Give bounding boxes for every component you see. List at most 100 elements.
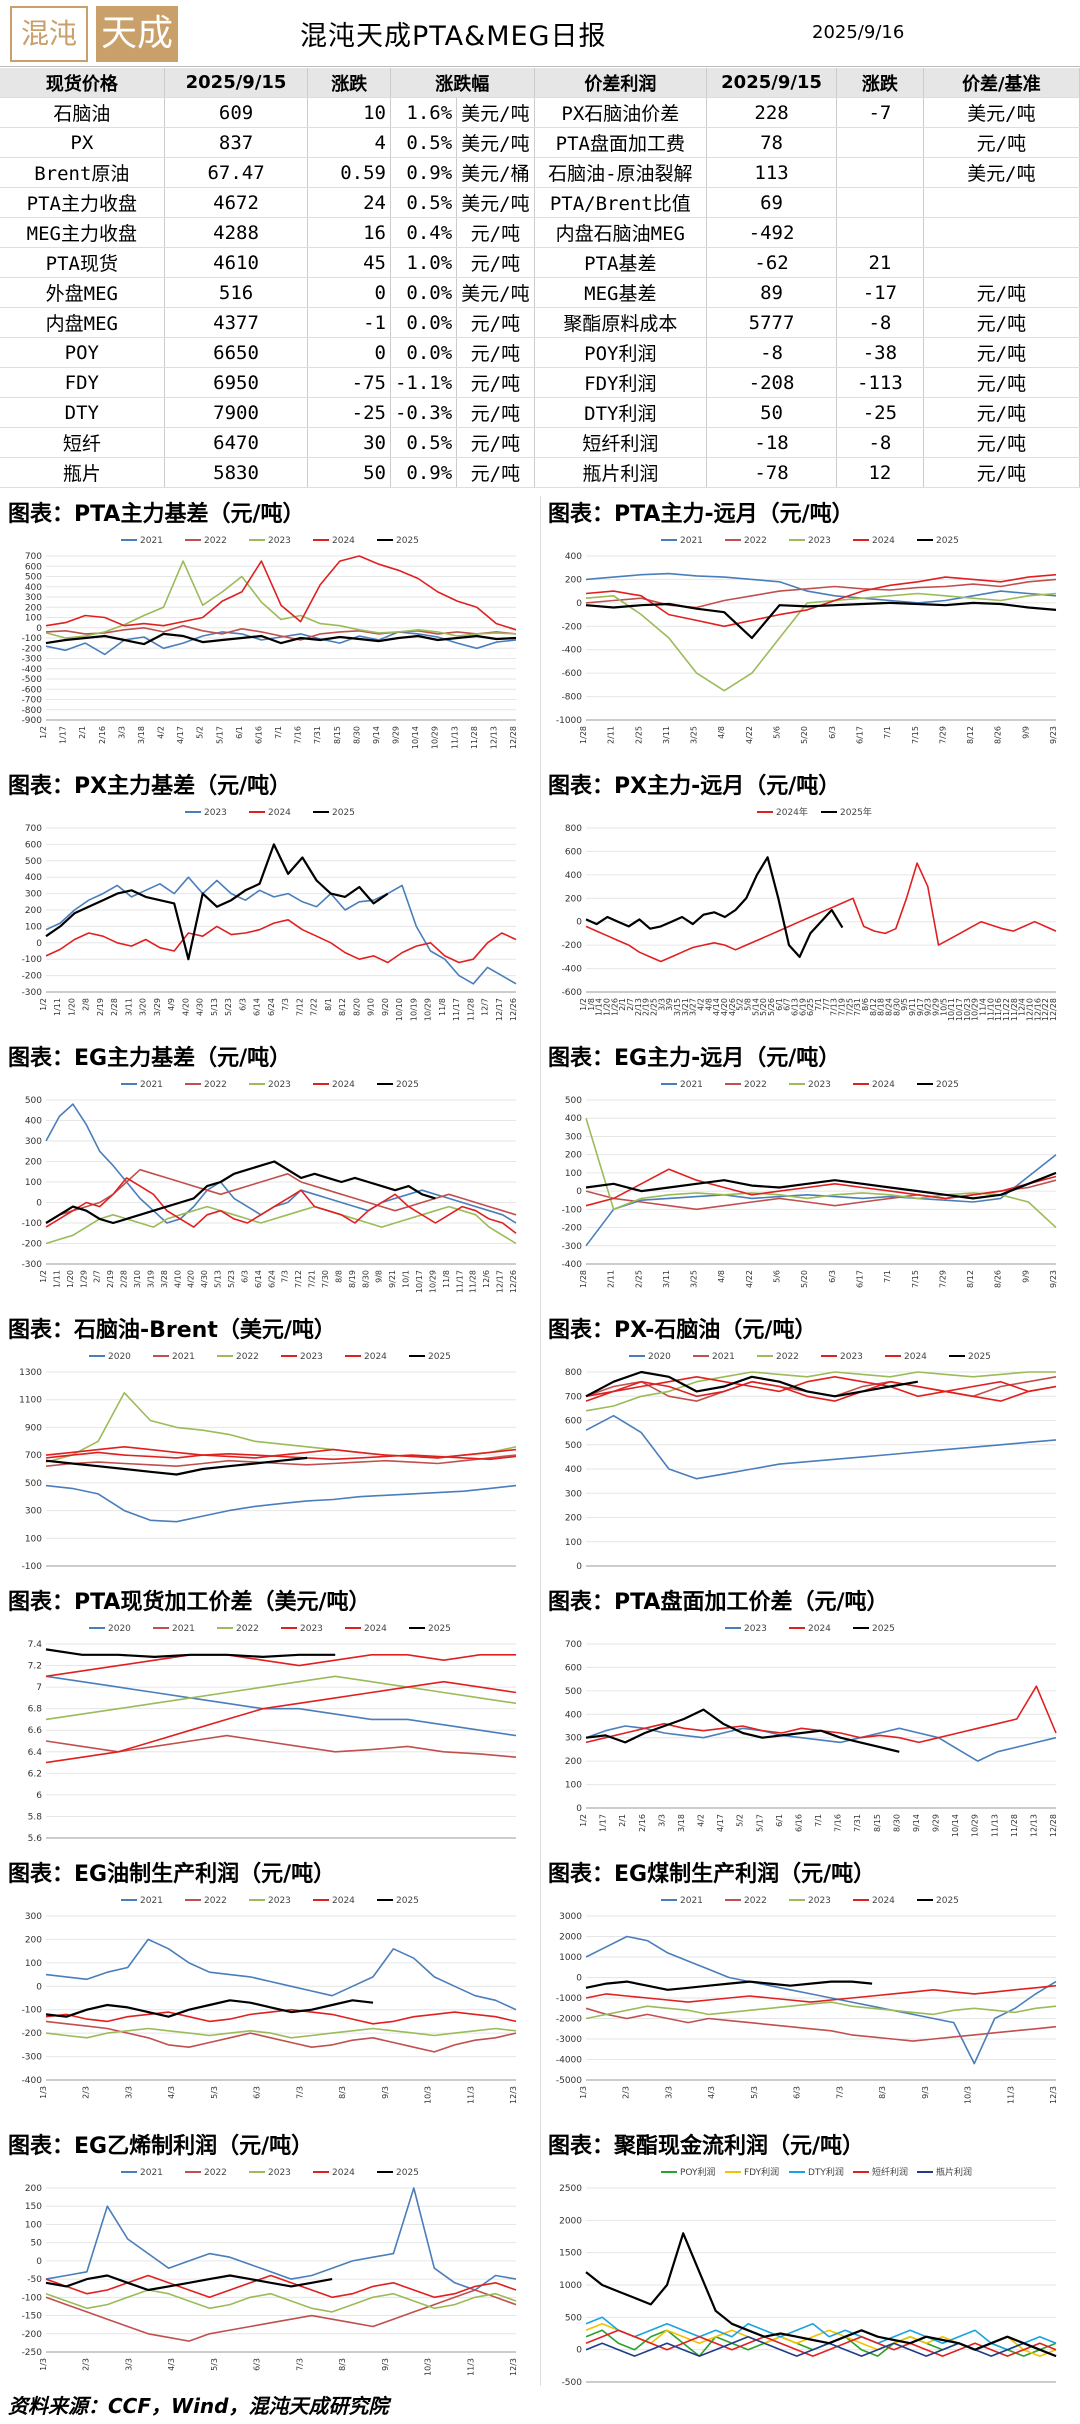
- spread-change: 12: [836, 457, 924, 488]
- spread-change: [836, 217, 924, 248]
- series-line-2025: [45, 1648, 336, 1659]
- y-tick-label: 300: [565, 1489, 582, 1499]
- x-tick-label: 2/16: [638, 1814, 647, 1832]
- chart-panel: 图表：PTA主力-远月（元/吨） 2021 2022 2023 2024 2025 400 2…: [540, 496, 1080, 768]
- x-tick-label: 9/3: [921, 2086, 930, 2099]
- spread-unit: 元/吨: [923, 457, 1080, 488]
- table-row: MEG主力收盘 4288 16 0.4% 元/吨 内盘石脑油MEG -492: [0, 217, 1080, 248]
- series-line-2025年: [585, 856, 844, 958]
- x-tick-label: 7/3: [295, 2086, 304, 2099]
- x-tick-label: 9/23: [1049, 726, 1058, 744]
- x-tick-label: 8/26: [994, 1270, 1003, 1288]
- x-tick-label: 12/13: [489, 726, 498, 749]
- series-line-2024: [45, 555, 517, 631]
- chart-svg: 2023 2024 2025 700 600 500 400 300 200 100 01/2 1/1…: [565, 1624, 1058, 1837]
- y-tick-label: 7.2: [28, 1662, 42, 1672]
- spread-value: 228: [706, 97, 838, 128]
- x-tick-label: 6/3: [253, 2086, 262, 2099]
- legend-label: 2025: [396, 536, 419, 546]
- x-tick-label: 5/2: [736, 1814, 745, 1827]
- x-tick-label: 4/20: [720, 998, 729, 1016]
- spread-name: 内盘石脑油MEG: [534, 217, 708, 248]
- legend-label: 2020: [108, 1624, 131, 1634]
- x-tick-label: 4/8: [717, 726, 726, 739]
- spread-unit: 元/吨: [923, 277, 1080, 308]
- x-tick-label: 10/3: [964, 2086, 973, 2104]
- legend-label: 2023: [840, 1352, 863, 1362]
- x-tick-label: 9/14: [912, 1814, 921, 1832]
- y-tick-label: 500: [25, 1479, 42, 1489]
- x-tick-label: 10/10: [395, 998, 404, 1021]
- x-tick-label: 10/14: [411, 726, 420, 749]
- x-tick-label: 3/25: [690, 726, 699, 744]
- table-row: POY 6650 0 0.0% 元/吨 POY利润 -8 -38 元/吨: [0, 337, 1080, 368]
- legend-label: 2024: [808, 1624, 831, 1634]
- y-tick-label: 0: [36, 939, 42, 949]
- x-tick-label: 12/3: [1049, 2086, 1058, 2104]
- x-tick-label: 6/16: [794, 1814, 803, 1832]
- x-tick-label: 3/19: [146, 1270, 155, 1288]
- chart-panel: 图表：PX-石脑油（元/吨） 2020 2021 2022 2023 2024 2025 80…: [540, 1312, 1080, 1584]
- y-tick-label: -1000: [556, 1994, 582, 2004]
- chart-svg: 2021 2022 2023 2024 2025 3000 2000 1000 0 -1000 -2…: [556, 1896, 1058, 2104]
- series-line-2024: [45, 1446, 517, 1459]
- x-tick-label: 7/3: [295, 2358, 304, 2371]
- table-header-cell: 价差利润: [534, 68, 708, 98]
- y-tick-label: -500: [562, 2378, 583, 2388]
- x-tick-label: 8/18: [877, 998, 886, 1016]
- x-tick-label: 10/29: [971, 998, 980, 1021]
- x-tick-label: 4/2: [697, 1814, 706, 1827]
- row-name: 内盘MEG: [0, 307, 165, 338]
- row-change: 30: [307, 427, 391, 458]
- row-pct: 1.0%: [390, 247, 458, 278]
- x-tick-label: 8/12: [338, 998, 347, 1016]
- x-tick-label: 7/31: [313, 726, 322, 744]
- row-change: -75: [307, 367, 391, 398]
- x-tick-label: 4/17: [176, 726, 185, 744]
- x-tick-label: 1/11: [52, 1270, 61, 1288]
- x-tick-label: 2/28: [110, 998, 119, 1016]
- y-tick-label: 600: [25, 562, 42, 572]
- table-row: FDY 6950 -75 -1.1% 元/吨 FDY利润 -208 -113 元/吨: [0, 367, 1080, 398]
- row-unit: 元/吨: [456, 217, 535, 248]
- table-row: DTY 7900 -25 -0.3% 元/吨 DTY利润 50 -25 元/吨: [0, 397, 1080, 428]
- x-tick-label: 6/7: [783, 998, 792, 1011]
- x-tick-label: 4/3: [167, 2086, 176, 2099]
- x-tick-label: 6/13: [791, 998, 800, 1016]
- series-line-2025: [45, 1456, 308, 1476]
- x-tick-label: 2/25: [634, 1270, 643, 1288]
- x-tick-label: 3/9: [665, 998, 674, 1011]
- series-line-2021: [45, 1938, 517, 2011]
- chart-panel: 图表：PX主力基差（元/吨） 2023 2024 2025 700 600 500 400 30…: [0, 768, 540, 1040]
- y-tick-label: 100: [25, 1959, 42, 1969]
- x-tick-label: 7/29: [938, 726, 947, 744]
- legend-label: 2025: [428, 1352, 451, 1362]
- table-header-cell: 2025/9/15: [706, 68, 838, 98]
- y-tick-label: 300: [25, 1507, 42, 1517]
- x-tick-label: 1/20: [603, 998, 612, 1016]
- price-table: 现货价格 2025/9/15 涨跌 涨跌幅 价差利润 2025/9/15 涨跌 价差/基准 石脑…: [0, 68, 1080, 488]
- spread-unit: 元/吨: [923, 367, 1080, 398]
- series-line-2021: [585, 1154, 1057, 1247]
- x-tick-label: 12/26: [509, 998, 518, 1021]
- x-tick-label: 3/11: [662, 1270, 671, 1288]
- legend-label: 2022: [744, 1080, 767, 1090]
- y-tick-label: 900: [25, 1423, 42, 1433]
- y-tick-label: 700: [565, 1392, 582, 1402]
- spread-change: -8: [836, 307, 924, 338]
- spread-value: -208: [706, 367, 838, 398]
- x-tick-label: 5/3: [210, 2086, 219, 2099]
- x-tick-label: 6/17: [855, 726, 864, 744]
- y-tick-label: 700: [25, 552, 42, 562]
- row-price: 6470: [164, 427, 309, 458]
- x-tick-label: 12/10: [1026, 998, 1035, 1021]
- series-line-2021: [45, 2187, 517, 2291]
- y-tick-label: 800: [565, 824, 582, 834]
- x-tick-label: 11/13: [990, 1814, 999, 1837]
- x-tick-label: 6/24: [267, 998, 276, 1016]
- x-tick-label: 12/17: [495, 998, 504, 1021]
- table-row: Brent原油 67.47 0.59 0.9% 美元/桶 石脑油-原油裂解 113 美元/吨: [0, 157, 1080, 188]
- x-tick-label: 4/3: [167, 2358, 176, 2371]
- x-tick-label: 2/28: [120, 1270, 129, 1288]
- legend-label: 2022: [236, 1352, 259, 1362]
